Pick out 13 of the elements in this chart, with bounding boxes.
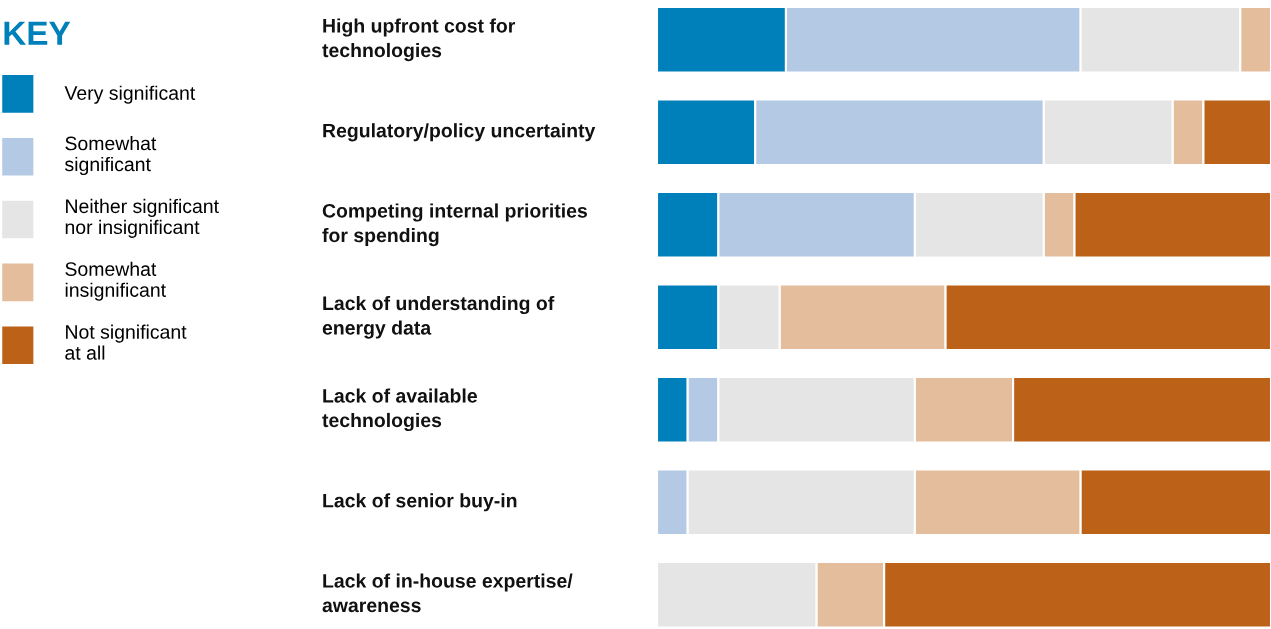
y-tick-label: Lack of understanding of energy data: [322, 295, 555, 339]
legend-label: Neither significant nor insignificant: [65, 198, 219, 238]
legend-label: Somewhat significant: [65, 136, 157, 176]
legend-label: Not significant at all: [65, 324, 187, 360]
legend-label: Somewhat insignificant: [65, 261, 166, 301]
legend-title: KEY: [4, 21, 71, 45]
y-tick-label: Lack of senior buy-in: [323, 493, 517, 512]
y-tick-label: Lack of in-house expertise/ awareness: [322, 573, 573, 613]
y-tick-label: Competing internal priorities for spending: [322, 203, 587, 247]
y-tick-label: Regulatory/policy uncertainty: [323, 123, 596, 142]
y-tick-label: Lack of available technologies: [322, 388, 477, 432]
y-tick-label: High upfront cost for technologies: [322, 18, 516, 62]
legend-label: Very significant: [64, 85, 196, 104]
